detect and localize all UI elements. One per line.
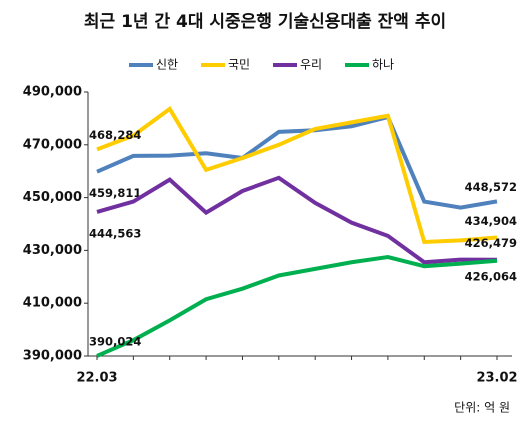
value-label: 390,024 xyxy=(89,334,141,348)
series-line xyxy=(96,105,498,245)
value-label: 444,563 xyxy=(89,226,141,240)
y-tick-label: 450,000 xyxy=(23,190,82,205)
legend-label: 우리 xyxy=(300,58,322,72)
y-tick-label: 470,000 xyxy=(23,137,82,152)
value-label: 448,572 xyxy=(465,180,517,194)
series-line xyxy=(96,114,498,210)
y-tick-label: 430,000 xyxy=(23,243,82,258)
unit-note: 단위: 억 원 xyxy=(454,401,510,415)
legend-label: 하나 xyxy=(372,58,394,72)
value-label: 459,811 xyxy=(89,186,141,200)
value-label: 434,904 xyxy=(465,214,517,228)
series-line xyxy=(96,175,498,265)
value-label: 426,479 xyxy=(465,236,517,250)
series-line xyxy=(96,254,498,358)
legend-label: 신한 xyxy=(156,58,178,72)
y-tick-label: 490,000 xyxy=(23,85,82,100)
y-tick-label: 410,000 xyxy=(23,296,82,311)
value-label: 468,284 xyxy=(89,128,141,142)
y-tick-label: 390,000 xyxy=(23,349,82,364)
x-tick-label: 23.02 xyxy=(476,371,517,386)
value-label: 426,064 xyxy=(465,269,517,283)
x-tick-label: 22.03 xyxy=(76,371,117,386)
chart-title: 최근 1년 간 4대 시중은행 기술신용대출 잔액 추이 xyxy=(84,12,446,32)
legend-label: 국민 xyxy=(228,58,250,72)
